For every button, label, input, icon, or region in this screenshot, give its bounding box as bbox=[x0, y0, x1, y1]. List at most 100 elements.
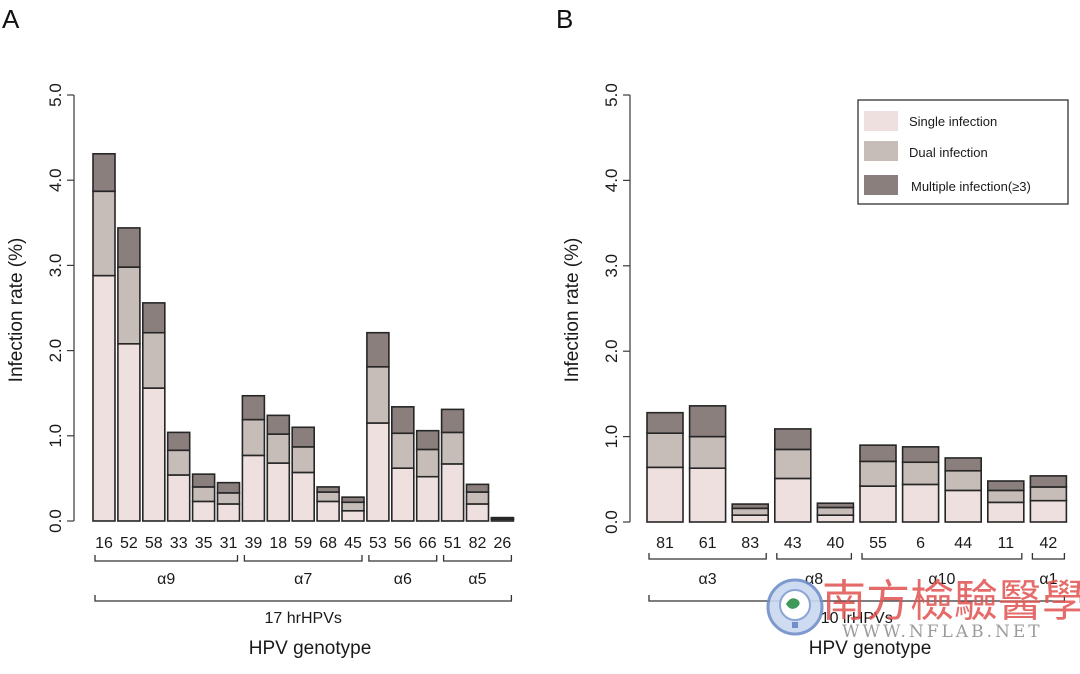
bar-segment-dual bbox=[465, 491, 490, 505]
y-tick-label: 2.0 bbox=[46, 339, 65, 363]
bar-segment-single bbox=[1029, 499, 1068, 523]
bar-40 bbox=[816, 502, 855, 523]
bar-segment-dual bbox=[986, 489, 1025, 504]
bar-segment-dual bbox=[859, 460, 897, 487]
x-tick-label: 39 bbox=[245, 535, 263, 552]
bar-segment-multiple bbox=[241, 394, 266, 421]
bar-segment-single bbox=[142, 387, 166, 522]
x-tick-label: 81 bbox=[656, 535, 674, 552]
group-bracket bbox=[442, 555, 513, 562]
bar-51 bbox=[440, 408, 465, 522]
bar-segment-single bbox=[166, 474, 191, 522]
x-tick-label: 35 bbox=[195, 535, 213, 552]
y-axis-a: 0.0 1.0 2.0 3.0 4.0 5.0 bbox=[46, 83, 75, 533]
bar-segment-single bbox=[816, 514, 855, 523]
x-tick-label: 55 bbox=[869, 535, 887, 552]
x-tick-label: 44 bbox=[954, 535, 972, 552]
y-tick-label: 2.0 bbox=[602, 339, 621, 363]
bar-segment-single bbox=[859, 485, 897, 523]
legend-swatch-dual bbox=[864, 141, 898, 161]
bar-59 bbox=[291, 426, 316, 522]
bar-56 bbox=[390, 406, 415, 522]
bar-segment-dual bbox=[92, 190, 116, 277]
bar-segment-dual bbox=[415, 448, 440, 478]
bar-segment-multiple bbox=[465, 483, 490, 493]
bar-segment-single bbox=[731, 514, 770, 523]
bar-segment-multiple bbox=[341, 496, 365, 504]
watermark-logo-icon bbox=[766, 578, 824, 636]
legend-swatch-multiple bbox=[864, 175, 898, 195]
bar-segment-dual bbox=[944, 469, 983, 492]
bar-52 bbox=[117, 227, 141, 522]
y-tick-label: 5.0 bbox=[602, 83, 621, 107]
bar-segment-multiple bbox=[216, 481, 241, 494]
bar-16 bbox=[92, 152, 116, 522]
bar-segment-multiple bbox=[117, 227, 141, 268]
y-axis-title-a: Infection rate (%) bbox=[6, 238, 27, 383]
legend: Single infection Dual infection Multiple… bbox=[857, 99, 1069, 205]
bar-segment-dual bbox=[266, 433, 291, 464]
bar-68 bbox=[316, 486, 340, 522]
bar-61 bbox=[688, 405, 727, 523]
group-bracket bbox=[648, 553, 767, 560]
bar-53 bbox=[366, 331, 390, 522]
bar-33 bbox=[166, 431, 191, 522]
group-label: α7 bbox=[294, 571, 312, 588]
group-bracket bbox=[368, 555, 438, 562]
bar-segment-multiple bbox=[440, 408, 465, 434]
bar-segment-single bbox=[341, 509, 365, 522]
bar-segment-dual bbox=[216, 492, 241, 505]
x-tick-label: 11 bbox=[997, 535, 1014, 552]
bar-segment-dual bbox=[390, 432, 415, 469]
bar-segment-single bbox=[986, 501, 1025, 523]
bar-43 bbox=[773, 428, 812, 523]
category-labels-a: 16 52 58 33 35 31 39 18 59 68 45 53 56 66 51 82 26 bbox=[95, 535, 511, 552]
y-tick-label: 3.0 bbox=[46, 254, 65, 278]
bar-66 bbox=[415, 429, 440, 522]
panel-label-b: B bbox=[556, 4, 573, 34]
y-axis-b: 0.0 1.0 2.0 3.0 4.0 5.0 bbox=[602, 83, 631, 534]
x-tick-label: 6 bbox=[916, 535, 925, 552]
y-tick-label: 5.0 bbox=[46, 83, 65, 107]
y-tick-label: 1.0 bbox=[46, 424, 65, 448]
bar-segment-single bbox=[944, 489, 983, 523]
bar-45 bbox=[341, 496, 365, 522]
group-label: α9 bbox=[157, 571, 175, 588]
bar-segment-dual bbox=[901, 461, 940, 486]
x-tick-label: 83 bbox=[741, 535, 759, 552]
x-tick-label: 52 bbox=[120, 535, 138, 552]
bar-segment-single bbox=[646, 466, 684, 523]
bar-segment-multiple bbox=[816, 502, 855, 509]
y-tick-label: 4.0 bbox=[46, 168, 65, 192]
bar-segment-dual bbox=[731, 507, 770, 516]
bar-segment-dual bbox=[688, 435, 727, 469]
x-tick-label: 18 bbox=[269, 535, 287, 552]
x-axis-title-a: HPV genotype bbox=[249, 638, 372, 659]
bar-segment-single bbox=[266, 462, 291, 522]
bar-segment-multiple bbox=[166, 431, 191, 452]
x-tick-label: 45 bbox=[344, 535, 362, 552]
bar-segment-multiple bbox=[731, 503, 770, 510]
bar-42 bbox=[1029, 475, 1068, 523]
x-tick-label: 43 bbox=[784, 535, 802, 552]
x-tick-label: 61 bbox=[699, 535, 717, 552]
bar-segment-single bbox=[773, 477, 812, 523]
panel-b: B Infection rate (%) HPV genotype 0.0 1.0… bbox=[556, 4, 1069, 659]
x-tick-label: 51 bbox=[444, 535, 462, 552]
bar-segment-multiple bbox=[901, 446, 940, 464]
bar-segment-dual bbox=[241, 418, 266, 457]
legend-label-dual: Dual infection bbox=[909, 145, 988, 160]
x-tick-label: 53 bbox=[369, 535, 387, 552]
bar-55 bbox=[859, 444, 897, 523]
bars-b bbox=[646, 405, 1068, 523]
legend-label-multiple: Multiple infection(≥3) bbox=[911, 179, 1031, 194]
y-axis-title-b: Infection rate (%) bbox=[562, 238, 583, 383]
bar-31 bbox=[216, 481, 241, 522]
group-label: α5 bbox=[468, 571, 486, 588]
bar-18 bbox=[266, 414, 291, 522]
supergroup-label: 10 lrHPVs bbox=[821, 610, 893, 627]
panel-label-a: A bbox=[2, 4, 20, 34]
bar-segment-dual bbox=[316, 491, 340, 503]
bar-segment-single bbox=[216, 503, 241, 522]
